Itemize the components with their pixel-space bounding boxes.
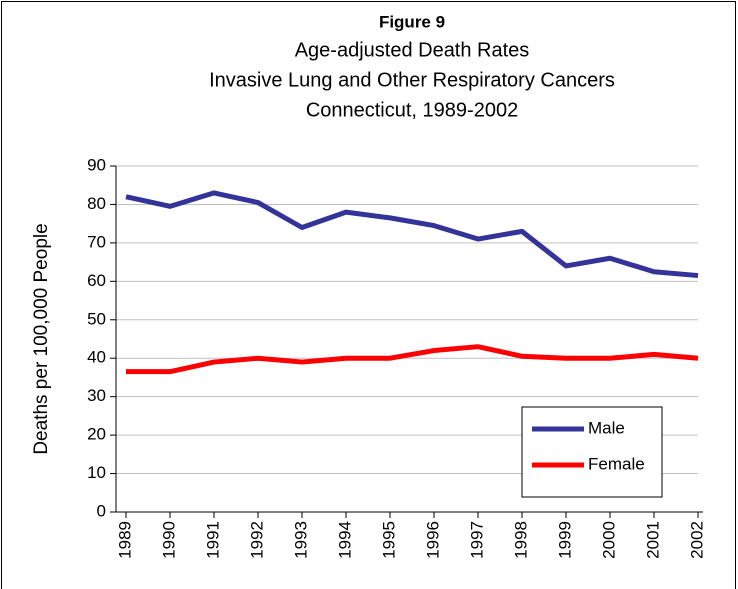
- chart-subtitle: Age-adjusted Death Rates: [295, 39, 530, 61]
- x-tick-label: 1989: [115, 521, 134, 559]
- x-tick-label: 1993: [291, 521, 310, 559]
- chart-title: Figure 9: [379, 12, 445, 31]
- legend-label: Male: [588, 418, 625, 437]
- series-line: [126, 344, 699, 375]
- x-tick-label: 2002: [687, 521, 706, 559]
- chart-subtitle: Connecticut, 1989-2002: [306, 99, 518, 121]
- series-line: [125, 190, 699, 279]
- y-tick-label: 90: [87, 155, 106, 174]
- y-axis-label: Deaths per 100,000 People: [31, 223, 52, 454]
- x-tick-label: 1994: [335, 521, 354, 559]
- y-tick-label: 50: [87, 309, 106, 328]
- y-tick-label: 80: [87, 194, 106, 213]
- y-tick-label: 60: [87, 271, 106, 290]
- x-tick-label: 2000: [599, 521, 618, 559]
- chart-subtitle: Invasive Lung and Other Respiratory Canc…: [209, 69, 615, 91]
- legend-box: [521, 406, 663, 498]
- x-tick-label: 1997: [467, 521, 486, 559]
- x-tick-label: 1990: [159, 521, 178, 559]
- y-tick-label: 30: [87, 386, 106, 405]
- x-tick-label: 2001: [643, 521, 662, 559]
- x-tick-label: 1999: [555, 521, 574, 559]
- y-tick-label: 0: [97, 501, 106, 520]
- y-tick-label: 20: [87, 425, 106, 444]
- y-tick-label: 40: [87, 348, 106, 367]
- x-tick-label: 1991: [203, 521, 222, 559]
- y-tick-label: 70: [87, 232, 106, 251]
- x-tick-label: 1992: [247, 521, 266, 559]
- x-tick-label: 1998: [511, 521, 530, 559]
- x-tick-label: 1996: [423, 521, 442, 559]
- legend-label: Female: [588, 454, 645, 473]
- x-tick-label: 1995: [379, 521, 398, 559]
- y-tick-label: 10: [87, 463, 106, 482]
